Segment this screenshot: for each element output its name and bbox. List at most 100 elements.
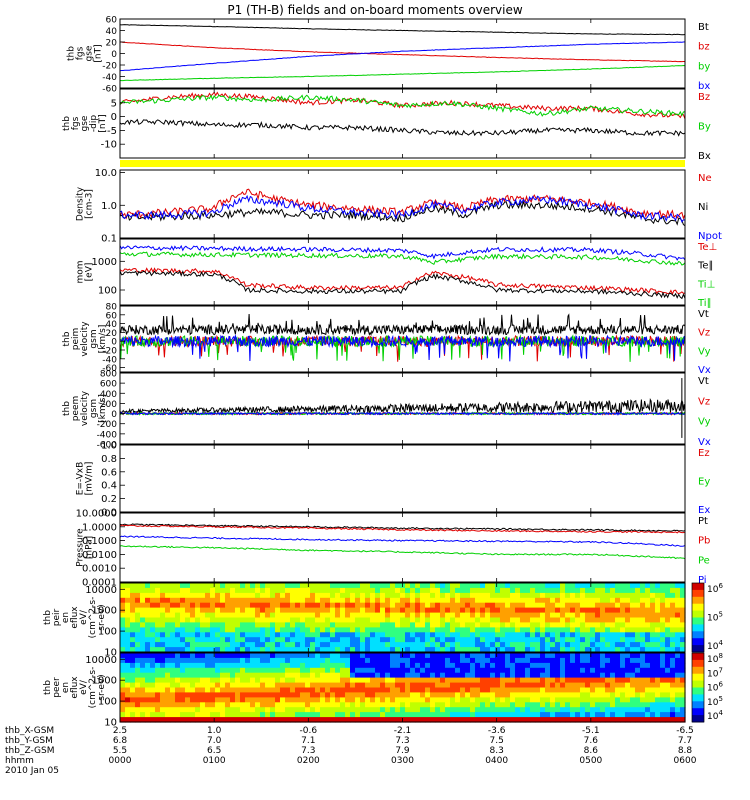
heatmap-cell xyxy=(230,717,236,723)
series-line-bx xyxy=(120,41,685,72)
y-tick-label: 40 xyxy=(106,320,118,330)
heatmap-cell xyxy=(455,632,461,638)
heatmap-cell xyxy=(140,707,146,713)
heatmap-cell xyxy=(495,592,501,599)
heatmap-cell xyxy=(530,627,536,633)
heatmap-cell xyxy=(125,642,131,648)
heatmap-cell xyxy=(310,717,316,723)
heatmap-cell xyxy=(355,657,361,664)
heatmap-cell xyxy=(575,717,581,723)
heatmap-cell xyxy=(280,717,286,723)
heatmap-cell xyxy=(190,612,196,619)
heatmap-cell xyxy=(340,712,346,718)
heatmap-cell xyxy=(505,622,511,628)
heatmap-cell xyxy=(585,662,591,669)
heatmap-cell xyxy=(310,687,316,693)
series-line-Pe xyxy=(120,545,685,560)
heatmap-cell xyxy=(440,622,446,628)
heatmap-cell xyxy=(425,602,431,609)
heatmap-cell xyxy=(550,692,556,698)
heatmap-cell xyxy=(135,587,141,594)
heatmap-cell xyxy=(605,622,611,628)
y-tick-label: 1.0 xyxy=(101,441,117,452)
heatmap-cell xyxy=(375,632,381,638)
heatmap-cell xyxy=(400,712,406,718)
heatmap-cell xyxy=(485,712,491,718)
heatmap-cell xyxy=(630,602,636,609)
heatmap-cell xyxy=(520,632,526,638)
heatmap-cell xyxy=(370,622,376,628)
heatmap-cell xyxy=(160,712,166,718)
heatmap-cell xyxy=(570,637,576,643)
heatmap-cell xyxy=(460,607,466,614)
legend-entry: Bt xyxy=(698,22,709,33)
heatmap-cell xyxy=(195,627,201,633)
heatmap-cell xyxy=(210,632,216,638)
heatmap-cell xyxy=(525,707,531,713)
heatmap-cell xyxy=(135,682,141,689)
heatmap-cell xyxy=(625,612,631,619)
heatmap-cell xyxy=(375,637,381,643)
colorbar-segment xyxy=(692,680,704,685)
heatmap-cell xyxy=(175,587,181,594)
heatmap-cell xyxy=(125,653,131,659)
heatmap-cell xyxy=(305,622,311,628)
heatmap-cell xyxy=(380,627,386,633)
heatmap-cell xyxy=(320,717,326,723)
heatmap-cell xyxy=(360,662,366,669)
heatmap-cell xyxy=(240,583,246,589)
heatmap-cell xyxy=(565,597,571,604)
heatmap-cell xyxy=(655,672,661,679)
legend-entry: by xyxy=(698,61,710,72)
heatmap-cell xyxy=(290,672,296,679)
heatmap-cell xyxy=(630,632,636,638)
heatmap-cell xyxy=(220,657,226,664)
heatmap-cell xyxy=(450,597,456,604)
heatmap-cell xyxy=(445,653,451,659)
heatmap-cell xyxy=(130,667,136,674)
heatmap-cell xyxy=(625,637,631,643)
heatmap-cell xyxy=(615,653,621,659)
heatmap-cell xyxy=(295,717,301,723)
heatmap-cell xyxy=(190,682,196,689)
heatmap-cell xyxy=(470,667,476,674)
heatmap-cell xyxy=(275,672,281,679)
heatmap-cell xyxy=(510,583,516,589)
heatmap-cell xyxy=(555,653,561,659)
heatmap-cell xyxy=(515,717,521,723)
heatmap-cell xyxy=(235,627,241,633)
heatmap-cell xyxy=(330,597,336,604)
heatmap-cell xyxy=(335,692,341,698)
heatmap-cell xyxy=(415,677,421,684)
heatmap-cell xyxy=(575,707,581,713)
heatmap-cell xyxy=(670,702,676,708)
heatmap-cell xyxy=(370,607,376,614)
heatmap-cell xyxy=(355,653,361,659)
heatmap-cell xyxy=(645,667,651,674)
heatmap-cell xyxy=(490,662,496,669)
heatmap-cell xyxy=(435,657,441,664)
heatmap-cell xyxy=(550,617,556,623)
heatmap-cell xyxy=(290,687,296,693)
heatmap-cell xyxy=(360,632,366,638)
heatmap-cell xyxy=(575,667,581,674)
heatmap-cell xyxy=(675,653,681,659)
heatmap-cell xyxy=(465,687,471,693)
heatmap-cell xyxy=(400,637,406,643)
heatmap-cell xyxy=(455,707,461,713)
heatmap-cell xyxy=(495,637,501,643)
heatmap-cell xyxy=(345,692,351,698)
colorbar-segment xyxy=(692,670,704,675)
heatmap-cell xyxy=(545,642,551,648)
heatmap-cell xyxy=(510,702,516,708)
heatmap-cell xyxy=(505,637,511,643)
heatmap-cell xyxy=(240,687,246,693)
heatmap-cell xyxy=(440,662,446,669)
heatmap-cell xyxy=(610,637,616,643)
heatmap-cell xyxy=(460,717,466,723)
heatmap-cell xyxy=(570,602,576,609)
heatmap-cell xyxy=(280,632,286,638)
heatmap-cell xyxy=(420,602,426,609)
heatmap-cell xyxy=(145,697,151,703)
heatmap-cell xyxy=(380,647,386,653)
